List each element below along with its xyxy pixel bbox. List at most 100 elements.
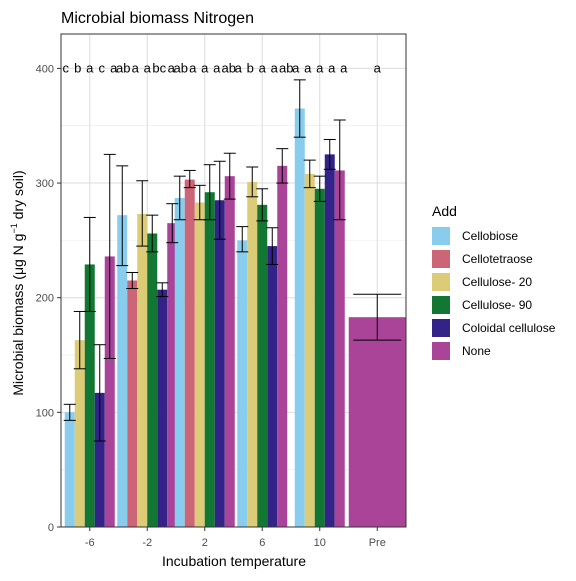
y-tick-label: 200 [36, 293, 54, 305]
legend-label: Cellulose- 90 [462, 298, 532, 312]
bar-coloidal-cellulose--6 [94, 392, 105, 527]
bars-layer [64, 108, 406, 528]
error-bar-cellotetraose-2 [183, 169, 196, 189]
significance-letter: a [144, 60, 152, 75]
x-tick-label: 2 [202, 537, 208, 549]
bar-none-6 [277, 165, 288, 528]
legend-item: Cellulose- 20 [432, 273, 532, 291]
y-axis-title: Microbial biomass (μg N g−1 dry soil) [9, 170, 26, 395]
error-bar-none-Pre [353, 293, 402, 341]
legend-label: Coloidal cellulose [462, 321, 556, 335]
error-bar-none--6 [103, 153, 116, 359]
significance-letter: b [74, 60, 81, 75]
error-bar-coloidal-cellulose--6 [93, 344, 106, 442]
y-tick-label: 400 [36, 63, 54, 75]
bar-coloidal-cellulose-6 [267, 246, 278, 527]
significance-letter: a [235, 60, 243, 75]
legend-label: None [462, 344, 491, 358]
error-bar-cellulose-20--2 [136, 180, 149, 247]
error-bar-none-6 [276, 148, 289, 184]
error-bar-cellulose-90--6 [83, 216, 96, 312]
y-axis-title-main: Microbial biomass (μg N g [10, 234, 26, 396]
legend-title: Add [432, 203, 457, 219]
y-tick-label: 100 [36, 407, 54, 419]
legend-swatch [432, 250, 450, 268]
error-bar-coloidal-cellulose-6 [266, 227, 279, 265]
significance-letter: a [271, 60, 279, 75]
bar-cellulose-90-2 [204, 192, 215, 527]
significance-letter: a [189, 60, 197, 75]
error-bar-cellulose-20-10 [303, 159, 316, 189]
legend-swatch [432, 273, 450, 291]
legend-item: None [432, 342, 491, 360]
legend-label: Cellotetraose [462, 252, 533, 266]
error-bar-none-2 [223, 152, 236, 200]
bar-coloidal-cellulose--2 [157, 289, 168, 527]
bar-cellulose-20--6 [74, 340, 85, 527]
bar-coloidal-cellulose-10 [324, 154, 335, 527]
x-tick-label: 6 [259, 537, 265, 549]
significance-letter: c [63, 60, 70, 75]
error-bar-none--2 [166, 203, 179, 244]
bar-none-2 [224, 176, 235, 528]
error-bar-coloidal-cellulose--2 [156, 282, 169, 298]
significance-letter: b [247, 60, 254, 75]
legend-item: Cellulose- 90 [432, 296, 532, 314]
bar-cellulose-20-10 [304, 173, 315, 527]
x-axis-title: Incubation temperature [162, 553, 306, 569]
significance-letter: a [292, 60, 300, 75]
significance-letter: bc [152, 60, 166, 75]
x-tick-label: -2 [142, 537, 152, 549]
significance-letter: ab [222, 60, 236, 75]
bar-cellulose-20-6 [247, 181, 258, 527]
significance-letter: a [304, 60, 312, 75]
significance-letter: a [86, 60, 94, 75]
bar-cellotetraose-2 [184, 179, 195, 527]
bar-cellobiose-10 [294, 108, 305, 527]
legend-label: Cellobiose [462, 229, 518, 243]
legend-item: Cellotetraose [432, 250, 533, 268]
error-bar-cellulose-90-2 [203, 164, 216, 221]
bar-none-10 [334, 170, 345, 528]
significance-letter: a [213, 60, 221, 75]
bar-cellulose-90-6 [257, 204, 268, 527]
error-bar-cellulose-90-6 [256, 188, 269, 222]
significance-letter: a [316, 60, 324, 75]
error-bar-none-10 [333, 119, 346, 221]
legend-swatch [432, 296, 450, 314]
bar-none-Pre [348, 317, 406, 527]
x-tick-label: 10 [314, 537, 326, 549]
significance-letter: a [259, 60, 267, 75]
error-bar-coloidal-cellulose-10 [323, 138, 336, 170]
significance-letter: c [99, 60, 106, 75]
legend-item: Cellobiose [432, 227, 518, 245]
error-bar-cellobiose-10 [293, 79, 306, 138]
panel-border [60, 33, 407, 528]
bar-cellobiose-6 [237, 240, 248, 528]
error-bar-cellobiose--2 [116, 165, 129, 267]
legend-label: Cellulose- 20 [462, 275, 532, 289]
legend-item: Coloidal cellulose [432, 319, 556, 337]
bar-cellulose-20-2 [194, 202, 205, 527]
bar-cellulose-90-10 [314, 188, 325, 528]
error-bars-layer [63, 79, 402, 442]
bar-cellobiose--6 [64, 412, 75, 527]
legend-swatch [432, 319, 450, 337]
error-bar-cellobiose--6 [63, 403, 76, 421]
significance-letter: a [340, 60, 348, 75]
significance-letter: ab [116, 60, 130, 75]
bar-cellotetraose--2 [127, 280, 138, 527]
axis-layer: 0 100 200 300 400 -6 -2 2 6 10 Pre [36, 33, 407, 549]
bar-cellobiose--2 [117, 215, 128, 527]
legend: Cellobiose Cellotetraose Cellulose- 20 Cell… [432, 227, 556, 360]
error-bar-cellulose-20-6 [246, 166, 259, 198]
significance-letter: a [201, 60, 209, 75]
error-bar-cellulose-90--2 [146, 214, 159, 253]
error-bar-cellobiose-6 [236, 226, 249, 253]
error-bar-coloidal-cellulose-2 [213, 160, 226, 240]
error-bar-cellobiose-2 [173, 175, 186, 221]
bar-cellulose-90--2 [147, 233, 158, 527]
bar-cellulose-20--2 [137, 214, 148, 527]
bar-none--6 [104, 256, 115, 527]
significance-letters-layer: c b a c aab a a bc aab a a a aba b a a aba a a a a a [63, 60, 382, 75]
